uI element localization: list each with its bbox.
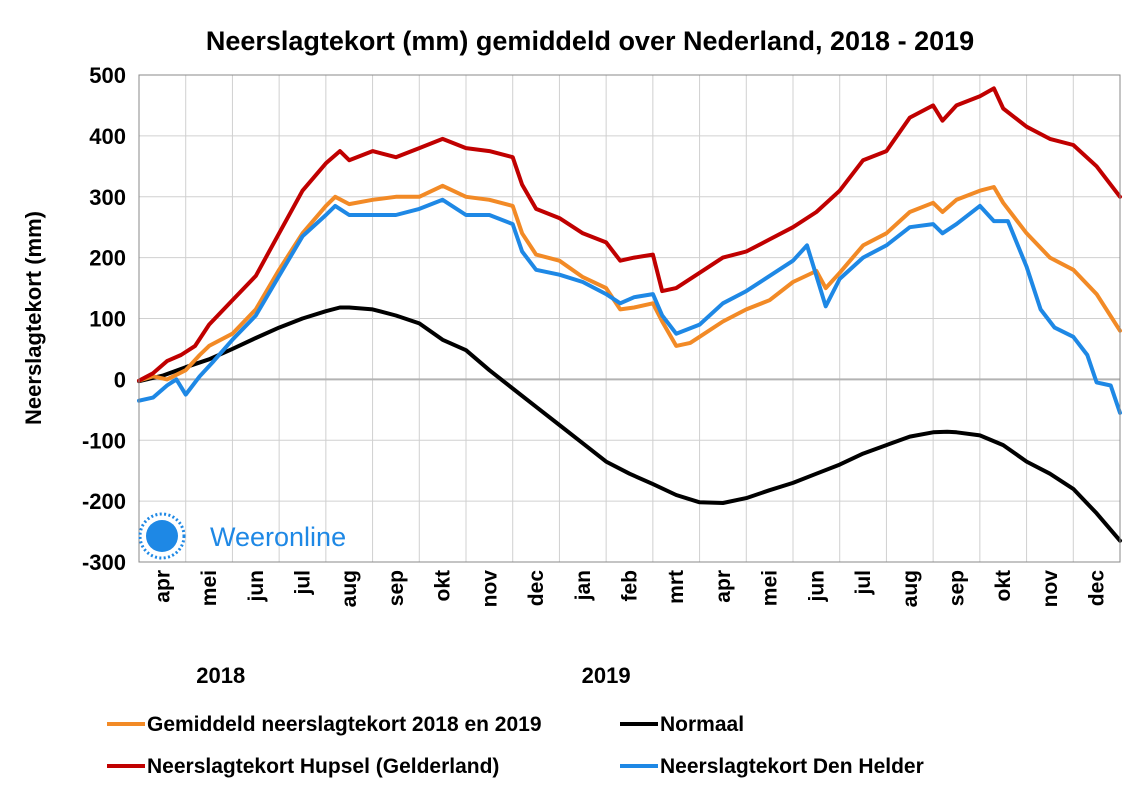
series-lines: [137, 86, 1122, 543]
y-tick-label: 400: [89, 124, 126, 149]
weeronline-brand: Weeronline: [138, 512, 346, 560]
x-month-label: jul: [852, 570, 875, 596]
chart-legend: Gemiddeld neerslagtekort 2018 en 2019 Nor…: [107, 713, 924, 778]
series-line-normaal: [137, 305, 1122, 543]
legend-label: Neerslagtekort Hupsel (Gelderland): [147, 755, 499, 778]
y-tick-label: 300: [89, 185, 126, 210]
x-month-label: nov: [1039, 570, 1062, 608]
x-month-label: nov: [478, 570, 501, 608]
plot-frame: [138, 74, 1121, 563]
chart-title: Neerslagtekort (mm) gemiddeld over Neder…: [206, 26, 974, 56]
x-month-label: jun: [805, 570, 828, 603]
legend-label: Neerslagtekort Den Helder: [660, 755, 924, 778]
brand-name: Weeronline: [210, 522, 346, 552]
sun-logo-icon: [138, 512, 186, 560]
x-month-label: sep: [385, 570, 408, 606]
x-month-label: apr: [712, 570, 735, 603]
x-month-label: mei: [759, 570, 782, 606]
y-tick-label: 500: [89, 63, 126, 88]
x-month-label: apr: [151, 570, 174, 603]
x-month-label: mrt: [665, 570, 688, 604]
legend-label: Normaal: [660, 713, 744, 736]
series-line-gemiddeld-neerslagtekort-2018-en-2019: [137, 183, 1122, 383]
y-tick-label: 0: [114, 367, 126, 392]
x-month-label: jan: [572, 570, 595, 601]
y-axis-label: Neerslagtekort (mm): [21, 211, 46, 425]
series-line-neerslagtekort-hupsel-gelderland: [137, 86, 1122, 383]
legend-label: Gemiddeld neerslagtekort 2018 en 2019: [147, 713, 542, 736]
x-month-label: aug: [899, 570, 922, 607]
x-axis-month-labels: apr mei jun jul aug sep okt nov dec jan feb mrt apr m…: [151, 570, 1108, 608]
x-month-label: mei: [198, 570, 221, 606]
x-axis-year-labels: 2018 2019: [196, 663, 630, 688]
x-month-label: aug: [338, 570, 361, 607]
x-month-label: dec: [1086, 570, 1109, 607]
x-month-label: jul: [292, 570, 315, 596]
year-label: 2018: [196, 663, 245, 688]
y-tick-label: -300: [82, 550, 126, 575]
y-tick-label: -100: [82, 428, 126, 453]
x-month-label: feb: [619, 570, 642, 602]
y-tick-label: 200: [89, 246, 126, 271]
x-month-label: okt: [432, 570, 455, 602]
y-axis-ticks: 500 400 300 200 100 0 -100 -200 -300: [82, 63, 126, 575]
year-label: 2019: [582, 663, 631, 688]
series-line-neerslagtekort-den-helder: [137, 197, 1122, 415]
x-month-label: jun: [245, 570, 268, 603]
y-tick-label: 100: [89, 307, 126, 332]
y-tick-label: -200: [82, 489, 126, 514]
x-month-label: okt: [992, 570, 1015, 602]
x-month-label: sep: [946, 570, 969, 606]
x-month-label: dec: [525, 570, 548, 607]
chart-grid: [139, 74, 1120, 563]
